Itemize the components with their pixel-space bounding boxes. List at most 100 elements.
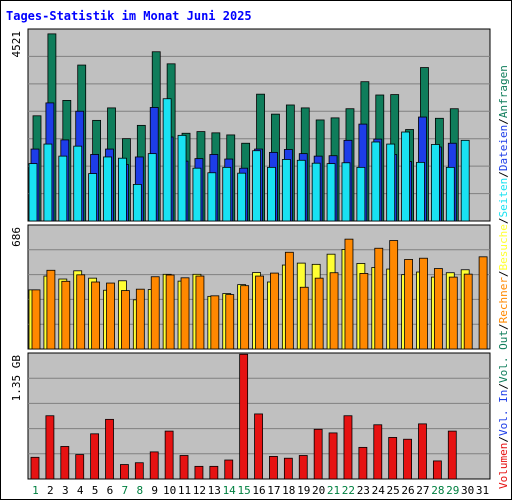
x-tick-day-9: 9	[151, 484, 158, 497]
bar-rechner-day-6	[106, 282, 115, 350]
x-tick-day-2: 2	[47, 484, 54, 497]
bar-seiten-day-20	[311, 162, 321, 222]
bar-seiten-day-3	[58, 155, 68, 222]
x-tick-day-3: 3	[62, 484, 69, 497]
bar-volumen-day-9	[149, 451, 159, 480]
x-tick-day-29: 29	[446, 484, 459, 497]
legend-item-vol-in: Vol. In	[497, 390, 510, 436]
bar-seiten-day-21	[326, 163, 336, 222]
bar-seiten-day-5	[88, 173, 98, 222]
x-tick-day-14: 14	[223, 484, 237, 497]
legend-separator: /	[497, 270, 510, 277]
x-tick-day-30: 30	[461, 484, 474, 497]
bar-seiten-day-1	[28, 163, 38, 222]
bar-seiten-day-14	[222, 166, 232, 222]
bar-rechner-day-2	[46, 269, 56, 350]
bar-volumen-day-1	[30, 456, 40, 480]
x-tick-day-6: 6	[107, 484, 114, 497]
bar-seiten-day-23	[356, 166, 366, 222]
x-tick-day-1: 1	[32, 484, 39, 497]
bar-rechner-day-28	[433, 268, 443, 350]
bar-rechner-day-22	[344, 238, 354, 350]
bar-rechner-day-18	[284, 251, 294, 350]
x-tick-day-8: 8	[136, 484, 143, 497]
legend-item-anfragen: Anfragen	[497, 65, 510, 118]
bar-volumen-day-24	[373, 424, 383, 480]
bar-seiten-day-10	[162, 98, 172, 222]
bar-volumen-day-8	[134, 462, 144, 480]
bar-seiten-day-4	[73, 145, 83, 222]
legend-item-rechner: Rechner	[497, 277, 510, 324]
x-tick-day-5: 5	[92, 484, 99, 497]
bar-seiten-day-13	[207, 172, 217, 222]
legend-separator: /	[497, 217, 510, 224]
legend-separator: /	[497, 171, 510, 178]
bar-volumen-day-21	[328, 432, 338, 480]
x-tick-day-12: 12	[193, 484, 206, 497]
bar-rechner-day-10	[165, 274, 175, 350]
y-max-label-top: 4521	[10, 31, 23, 58]
x-axis-day-labels: 1 2 3 4 5 6 7 8 9 10 11 12 13 14 15 16 17 18 19 20 21 22 23 24 2…	[32, 484, 489, 497]
bar-volumen-day-14	[224, 459, 234, 480]
bar-seiten-day-19	[296, 159, 306, 222]
panel-volumen	[27, 352, 491, 480]
legend-item-dateien: Dateien	[497, 125, 510, 171]
x-tick-day-20: 20	[312, 484, 325, 497]
bar-seiten-day-25	[386, 143, 396, 222]
bar-volumen-day-23	[358, 446, 368, 480]
legend-item-seiten: Seiten	[497, 178, 510, 218]
bar-rechner-day-8	[135, 288, 145, 350]
bar-rechner-day-7	[121, 290, 130, 350]
bar-volumen-day-27	[418, 423, 427, 480]
bar-volumen-day-20	[313, 428, 323, 480]
bar-seiten-day-17	[267, 166, 276, 222]
bar-volumen-day-28	[432, 460, 442, 480]
bar-rechner-day-12	[195, 275, 205, 350]
x-tick-day-18: 18	[282, 484, 295, 497]
vertical-legend: Volumen/Vol. In/Vol. Out/Rechner/Besuche…	[497, 65, 510, 489]
bar-rechner-day-21	[329, 272, 339, 350]
bar-rechner-day-29	[448, 276, 458, 350]
bar-seiten-day-22	[341, 162, 351, 222]
bar-rechner-day-15	[240, 285, 250, 350]
chart-title: Tages-Statistik im Monat Juni 2025	[6, 9, 252, 23]
bar-rechner-day-31	[478, 256, 488, 350]
bar-rechner-day-5	[91, 281, 101, 350]
bar-volumen-day-17	[269, 456, 278, 480]
bar-volumen-day-4	[75, 454, 85, 480]
legend-separator: /	[497, 436, 510, 443]
x-tick-day-31: 31	[476, 484, 489, 497]
x-tick-day-23: 23	[357, 484, 370, 497]
bar-seiten-day-8	[132, 184, 142, 222]
panel-anfragen-dateien-seiten	[27, 28, 491, 222]
bar-rechner-day-26	[404, 259, 413, 350]
bar-rechner-day-13	[210, 295, 220, 350]
bar-volumen-day-6	[105, 418, 114, 480]
legend-item-besuche: Besuche	[497, 224, 510, 270]
bar-seiten-day-6	[103, 156, 112, 222]
bar-seiten-day-11	[177, 134, 187, 222]
legend-separator: /	[497, 323, 510, 330]
bar-seiten-day-16	[252, 150, 261, 222]
bar-volumen-day-19	[298, 455, 308, 480]
bar-rechner-day-16	[255, 275, 264, 350]
panel-besuche-rechner	[27, 224, 491, 350]
bar-rechner-day-1	[31, 289, 41, 350]
bar-seiten-day-28	[430, 144, 440, 222]
bar-rechner-day-23	[359, 273, 369, 350]
bar-seiten-day-30	[460, 139, 470, 222]
bar-seiten-day-26	[401, 131, 410, 222]
bar-volumen-day-5	[90, 433, 100, 480]
legend-item-volumen: Volumen	[497, 443, 510, 489]
bar-volumen-day-15	[239, 353, 249, 480]
bar-seiten-day-15	[237, 172, 247, 222]
x-tick-day-17: 17	[267, 484, 280, 497]
x-tick-day-7: 7	[122, 484, 129, 497]
bar-rechner-day-4	[76, 274, 86, 350]
x-tick-day-21: 21	[327, 484, 340, 497]
bar-volumen-day-7	[120, 464, 129, 480]
y-max-label-middle: 686	[10, 227, 23, 247]
bar-rechner-day-11	[180, 277, 190, 350]
bar-rechner-day-3	[61, 280, 71, 350]
